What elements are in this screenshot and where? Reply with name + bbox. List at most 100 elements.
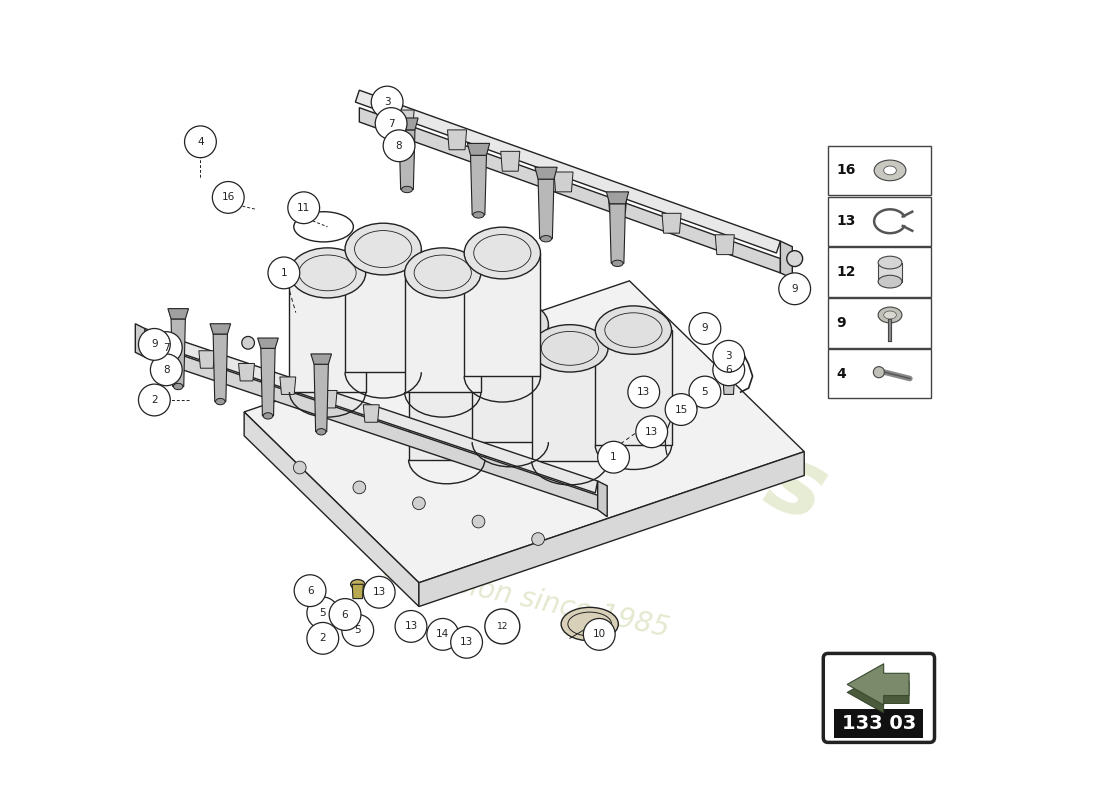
Polygon shape: [172, 319, 185, 386]
Circle shape: [628, 376, 660, 408]
Polygon shape: [257, 338, 278, 348]
Circle shape: [713, 341, 745, 372]
Circle shape: [288, 192, 320, 224]
Text: 8: 8: [396, 141, 403, 150]
Ellipse shape: [873, 366, 884, 378]
Ellipse shape: [216, 398, 225, 405]
Circle shape: [412, 497, 426, 510]
Circle shape: [713, 354, 745, 386]
Polygon shape: [345, 249, 421, 372]
Polygon shape: [399, 130, 415, 190]
Text: 13: 13: [645, 426, 658, 437]
Text: 16: 16: [836, 163, 856, 178]
FancyBboxPatch shape: [828, 349, 932, 398]
Text: 12: 12: [496, 622, 508, 631]
Polygon shape: [244, 412, 419, 606]
Ellipse shape: [351, 579, 365, 589]
Polygon shape: [210, 324, 231, 334]
Text: 6: 6: [307, 586, 314, 596]
Circle shape: [212, 182, 244, 214]
Circle shape: [372, 86, 403, 118]
Text: 5: 5: [702, 387, 708, 397]
Circle shape: [485, 609, 520, 644]
Text: a passion since 1985: a passion since 1985: [381, 554, 672, 642]
Ellipse shape: [540, 235, 551, 242]
FancyBboxPatch shape: [828, 197, 932, 246]
Circle shape: [307, 597, 339, 629]
Ellipse shape: [242, 337, 254, 349]
Circle shape: [375, 108, 407, 139]
Polygon shape: [355, 90, 780, 253]
Ellipse shape: [612, 260, 623, 266]
Text: 5: 5: [354, 626, 361, 635]
Text: 1: 1: [610, 452, 617, 462]
Polygon shape: [448, 130, 466, 150]
Ellipse shape: [405, 248, 481, 298]
Polygon shape: [597, 481, 607, 517]
Polygon shape: [261, 348, 275, 416]
Polygon shape: [315, 364, 329, 432]
Polygon shape: [723, 380, 735, 394]
Circle shape: [636, 416, 668, 448]
Polygon shape: [279, 377, 296, 394]
Ellipse shape: [561, 607, 618, 641]
FancyBboxPatch shape: [828, 298, 932, 347]
Polygon shape: [363, 405, 379, 422]
Text: 3: 3: [384, 97, 390, 107]
Ellipse shape: [473, 212, 484, 218]
Circle shape: [395, 610, 427, 642]
Text: 4: 4: [836, 366, 846, 381]
Ellipse shape: [464, 227, 540, 279]
Polygon shape: [535, 167, 558, 179]
Polygon shape: [847, 672, 909, 713]
Polygon shape: [554, 172, 573, 192]
Circle shape: [139, 384, 170, 416]
Text: 11: 11: [297, 202, 310, 213]
Polygon shape: [500, 151, 520, 171]
Text: 13: 13: [836, 214, 856, 228]
Circle shape: [307, 622, 339, 654]
Text: 4: 4: [197, 137, 204, 147]
Polygon shape: [143, 329, 597, 493]
Polygon shape: [321, 390, 337, 408]
Circle shape: [329, 598, 361, 630]
Ellipse shape: [289, 248, 365, 298]
Text: 2: 2: [151, 395, 157, 405]
Polygon shape: [395, 110, 414, 130]
Polygon shape: [595, 330, 671, 446]
FancyBboxPatch shape: [828, 146, 932, 195]
Polygon shape: [244, 281, 804, 582]
Ellipse shape: [531, 325, 608, 372]
Ellipse shape: [472, 300, 549, 350]
Text: 1: 1: [280, 268, 287, 278]
Text: 16: 16: [221, 193, 235, 202]
FancyBboxPatch shape: [823, 654, 935, 742]
Polygon shape: [715, 234, 735, 254]
Text: 3: 3: [725, 351, 733, 362]
Polygon shape: [199, 350, 214, 368]
Circle shape: [342, 614, 374, 646]
Text: 14: 14: [436, 630, 450, 639]
Circle shape: [779, 273, 811, 305]
Polygon shape: [289, 273, 365, 392]
Text: euroPares: euroPares: [308, 257, 840, 543]
Text: 13: 13: [373, 587, 386, 598]
Polygon shape: [239, 363, 254, 381]
Polygon shape: [472, 325, 549, 442]
Circle shape: [531, 533, 544, 546]
Circle shape: [689, 313, 720, 344]
Text: 2: 2: [319, 634, 326, 643]
Text: 9: 9: [836, 316, 846, 330]
Polygon shape: [662, 214, 681, 233]
Text: 5: 5: [319, 608, 326, 618]
Polygon shape: [396, 118, 418, 130]
Circle shape: [383, 130, 415, 162]
Polygon shape: [608, 193, 627, 213]
Polygon shape: [471, 155, 486, 215]
Polygon shape: [847, 664, 909, 705]
Polygon shape: [531, 348, 608, 461]
Ellipse shape: [720, 374, 737, 386]
FancyBboxPatch shape: [828, 247, 932, 297]
Ellipse shape: [174, 383, 183, 390]
Polygon shape: [538, 179, 554, 238]
